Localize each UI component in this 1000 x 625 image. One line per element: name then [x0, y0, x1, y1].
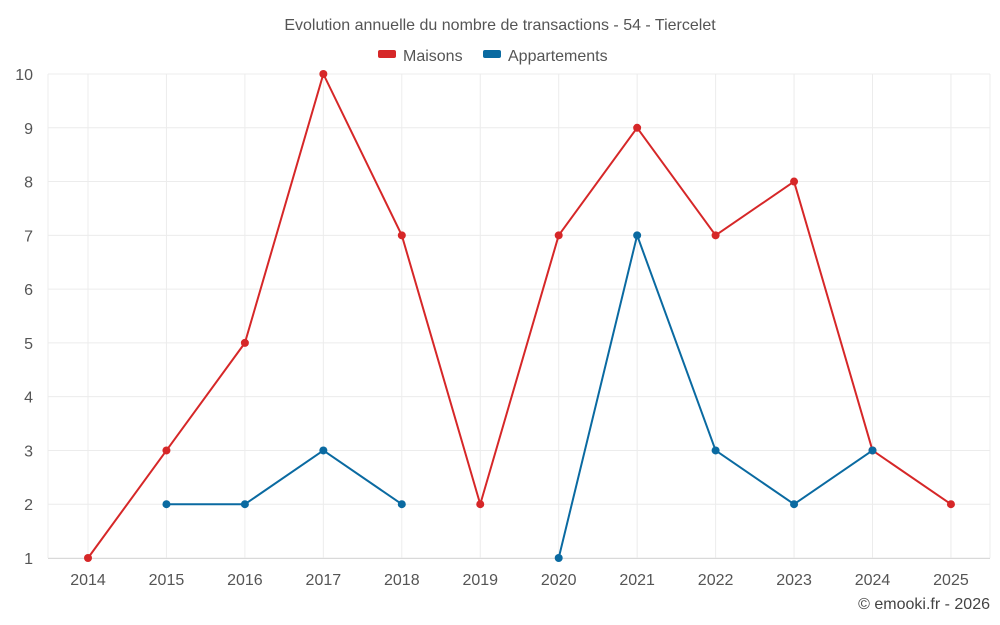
y-tick-label: 5 [24, 336, 33, 353]
point-maisons-2017[interactable] [319, 70, 328, 78]
point-maisons-2016[interactable] [240, 338, 249, 347]
point-maisons-2014[interactable] [84, 554, 92, 562]
x-tick-label: 2021 [619, 572, 655, 589]
series-maisons [84, 70, 955, 562]
point-maisons-2015[interactable] [162, 446, 171, 455]
y-tick-label: 4 [24, 390, 33, 407]
series-appartements [162, 231, 877, 562]
y-tick-label: 10 [15, 67, 33, 84]
x-tick-label: 2017 [306, 572, 342, 589]
x-axis: 2014 2015 2016 2017 2018 2019 2020 2021 2022 2023… [70, 572, 969, 589]
legend-label-maisons: Maisons [403, 48, 463, 65]
point-maisons-2025[interactable] [946, 500, 955, 509]
series-line-appartements [166, 449, 403, 506]
x-tick-label: 2015 [149, 572, 185, 589]
x-tick-label: 2020 [541, 572, 577, 589]
point-appartements-2022[interactable] [711, 446, 720, 455]
point-appartements-2018[interactable] [397, 500, 406, 509]
legend-item-maisons[interactable]: Maisons [378, 48, 463, 65]
x-tick-label: 2023 [776, 572, 812, 589]
point-appartements-2023[interactable] [790, 500, 799, 509]
point-maisons-2019[interactable] [476, 500, 485, 509]
x-tick-label: 2014 [70, 572, 106, 589]
y-tick-label: 8 [24, 175, 33, 192]
point-maisons-2018[interactable] [397, 231, 406, 240]
y-axis: 1 2 3 4 5 6 7 8 9 10 [15, 67, 33, 568]
x-tick-label: 2016 [227, 572, 263, 589]
x-tick-label: 2018 [384, 572, 420, 589]
x-tick-label: 2025 [933, 572, 969, 589]
legend-item-appartements[interactable]: Appartements [483, 48, 608, 65]
point-maisons-2023[interactable] [790, 177, 799, 186]
point-appartements-2021[interactable] [633, 231, 642, 240]
chart-grid [47, 73, 991, 559]
x-tick-label: 2022 [698, 572, 734, 589]
chart-legend: Maisons Appartements [378, 48, 608, 65]
y-tick-label: 3 [24, 443, 33, 460]
point-maisons-2022[interactable] [711, 231, 720, 240]
point-appartements-2016[interactable] [240, 500, 249, 509]
x-tick-label: 2024 [855, 572, 891, 589]
y-tick-label: 7 [24, 228, 33, 245]
y-tick-label: 9 [24, 121, 33, 138]
series-line-maisons [87, 73, 952, 559]
y-tick-label: 2 [24, 497, 33, 514]
chart-title: Evolution annuelle du nombre de transact… [284, 17, 716, 34]
y-tick-label: 6 [24, 282, 33, 299]
legend-label-appartements: Appartements [508, 48, 608, 65]
point-appartements-2024[interactable] [868, 446, 877, 455]
point-appartements-2017[interactable] [319, 446, 328, 455]
point-maisons-2021[interactable] [633, 123, 642, 132]
legend-swatch-appartements [483, 50, 501, 58]
y-tick-label: 1 [24, 551, 33, 568]
point-appartements-2020[interactable] [554, 554, 563, 562]
point-appartements-2015[interactable] [162, 500, 171, 509]
legend-swatch-maisons [378, 50, 396, 58]
chart-credit: © emooki.fr - 2026 [858, 596, 990, 613]
x-tick-label: 2019 [462, 572, 498, 589]
series-layer [84, 70, 955, 562]
point-maisons-2020[interactable] [554, 231, 563, 240]
